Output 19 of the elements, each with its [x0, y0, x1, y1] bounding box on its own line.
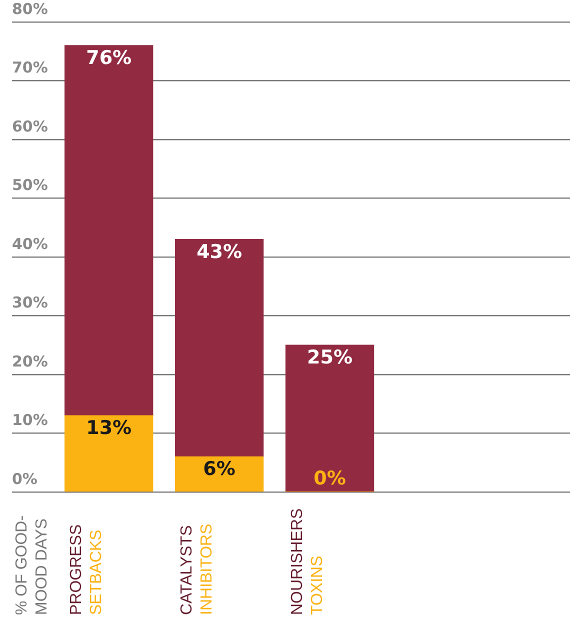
- y-axis-title: % OF GOOD-MOOD DAYS: [13, 515, 50, 615]
- x-tick-label: PROGRESS SETBACKS: [68, 524, 106, 615]
- x-tick-label: CATALYSTS INHIBITORS: [178, 524, 216, 615]
- total-label: 25%: [307, 346, 353, 369]
- data-label: 0%: [314, 467, 346, 490]
- y-tick-label: 0%: [12, 470, 38, 488]
- y-tick-label: 10%: [12, 411, 48, 430]
- y-tick-label: 20%: [12, 352, 48, 370]
- data-label: 13%: [86, 417, 132, 440]
- y-tick-label: 80%: [12, 0, 48, 18]
- y-tick-label: 40%: [12, 234, 48, 253]
- total-label: 76%: [86, 46, 132, 69]
- total-label: 43%: [196, 240, 242, 263]
- y-tick-label: 30%: [12, 294, 48, 312]
- y-tick-label: 70%: [12, 58, 48, 77]
- data-label: 6%: [203, 458, 236, 480]
- y-tick-label: 60%: [12, 117, 48, 136]
- y-tick-label: 50%: [12, 176, 48, 194]
- x-tick-label: NOURISHERS TOXINS: [289, 508, 326, 615]
